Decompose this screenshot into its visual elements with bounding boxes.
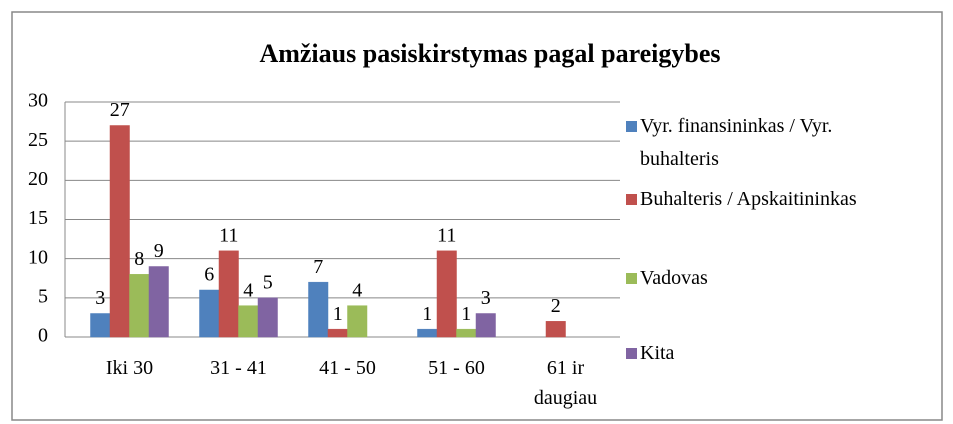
data-label: 11 <box>437 224 456 246</box>
data-label: 3 <box>95 287 105 309</box>
y-tick-label: 10 <box>28 246 48 268</box>
legend-swatch <box>626 348 637 359</box>
data-label: 2 <box>551 295 561 317</box>
legend-swatch <box>626 121 637 132</box>
data-label: 11 <box>219 224 238 246</box>
x-tick-label: 61 ir daugiau <box>533 357 598 409</box>
legend-swatch <box>626 273 637 284</box>
bar <box>545 321 566 338</box>
data-label: 6 <box>204 264 214 286</box>
bar <box>257 297 278 338</box>
bar <box>199 289 220 338</box>
bar <box>218 250 239 338</box>
legend-entry: Vyr. finansininkas / Vyr. buhalteris <box>626 110 868 176</box>
bar <box>129 274 150 338</box>
data-label: 27 <box>110 99 130 121</box>
y-tick-label: 25 <box>28 129 48 151</box>
legend-swatch <box>626 194 637 205</box>
data-label: 3 <box>481 287 491 309</box>
y-tick-label: 0 <box>38 325 48 347</box>
bar <box>347 305 368 338</box>
chart-title: Amžiaus pasiskirstymas pagal pareigybes <box>259 39 720 68</box>
x-tick-label: 41 - 50 <box>319 357 376 379</box>
y-tick-label: 15 <box>28 207 48 229</box>
data-label: 9 <box>154 240 164 262</box>
data-label: 8 <box>134 248 144 270</box>
bar <box>327 328 348 338</box>
data-label: 1 <box>461 303 471 325</box>
bar <box>90 313 111 338</box>
bar <box>238 305 259 338</box>
bar <box>417 328 438 338</box>
bar <box>308 281 329 338</box>
x-tick-label: 31 - 41 <box>210 357 267 379</box>
bar <box>148 266 169 338</box>
legend-entry: Kita <box>626 337 868 370</box>
bar <box>456 328 477 338</box>
data-label: 4 <box>352 279 362 301</box>
legend-entry: Vadovas <box>626 262 868 295</box>
y-tick-label: 30 <box>28 90 48 112</box>
bar <box>436 250 457 338</box>
x-tick-label: Iki 30 <box>105 357 154 379</box>
data-label: 5 <box>263 271 273 293</box>
chart-border <box>11 11 943 421</box>
data-label: 1 <box>333 303 343 325</box>
data-label: 4 <box>243 279 253 301</box>
bar <box>475 313 496 338</box>
y-tick-label: 20 <box>28 168 48 190</box>
legend-entry: Buhalteris / Apskaitininkas <box>626 183 868 216</box>
y-tick-label: 5 <box>38 285 48 307</box>
data-label: 1 <box>422 303 432 325</box>
x-tick-label: 51 - 60 <box>428 357 485 379</box>
bar <box>109 125 130 338</box>
data-label: 7 <box>313 256 323 278</box>
